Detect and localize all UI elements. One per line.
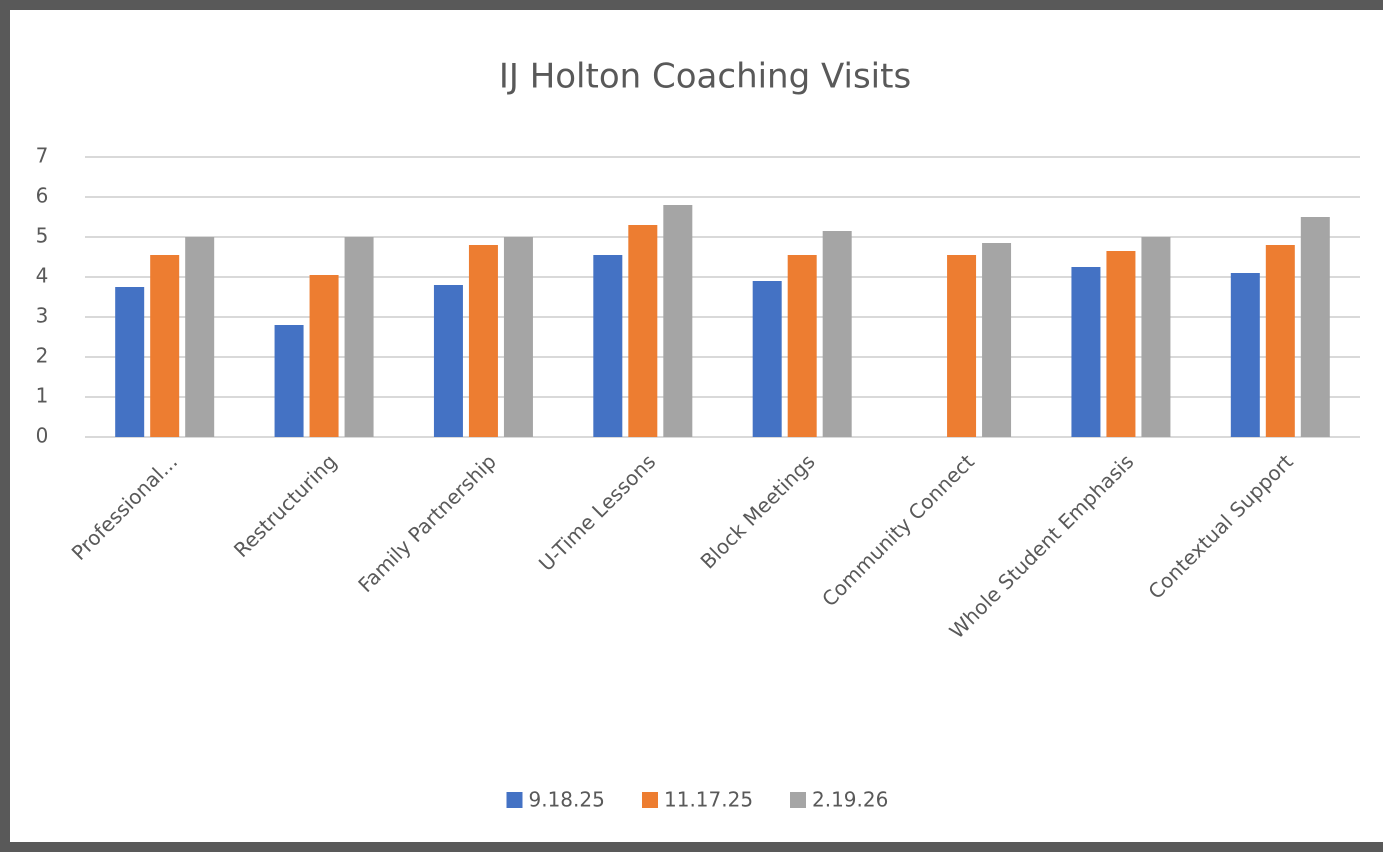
- bar: [752, 281, 782, 437]
- y-tick-label: 2: [36, 344, 49, 368]
- bar: [1141, 237, 1171, 437]
- y-tick-label: 0: [36, 424, 49, 448]
- y-tick-label: 3: [36, 304, 49, 328]
- y-tick-label: 7: [36, 144, 49, 168]
- bar: [1106, 251, 1136, 437]
- bar: [628, 225, 658, 437]
- y-tick-label: 5: [36, 224, 49, 248]
- bar: [503, 237, 533, 437]
- bar: [593, 255, 623, 437]
- legend-swatch: [506, 792, 523, 808]
- bar: [787, 255, 817, 437]
- bar: [1071, 267, 1101, 437]
- legend-label: 2.19.26: [812, 788, 888, 812]
- bar: [433, 285, 463, 437]
- bar: [1300, 217, 1330, 437]
- bar: [274, 325, 304, 437]
- y-tick-label: 1: [36, 384, 49, 408]
- legend-label: 11.17.25: [664, 788, 753, 812]
- legend-swatch: [642, 792, 658, 808]
- bar: [982, 243, 1012, 437]
- legend-label: 9.18.25: [529, 788, 605, 812]
- bar: [663, 205, 693, 437]
- bar: [822, 231, 852, 437]
- bar: [344, 237, 374, 437]
- bar: [309, 275, 339, 437]
- bar: [115, 287, 145, 437]
- bar: [150, 255, 180, 437]
- chart-title: IJ Holton Coaching Visits: [499, 57, 911, 97]
- y-tick-label: 4: [36, 264, 49, 288]
- bar: [947, 255, 977, 437]
- y-tick-label: 6: [36, 184, 49, 208]
- bar: [1230, 273, 1260, 437]
- bar: [1265, 245, 1295, 437]
- bar: [185, 237, 215, 437]
- bar: [468, 245, 498, 437]
- legend-swatch: [790, 792, 806, 808]
